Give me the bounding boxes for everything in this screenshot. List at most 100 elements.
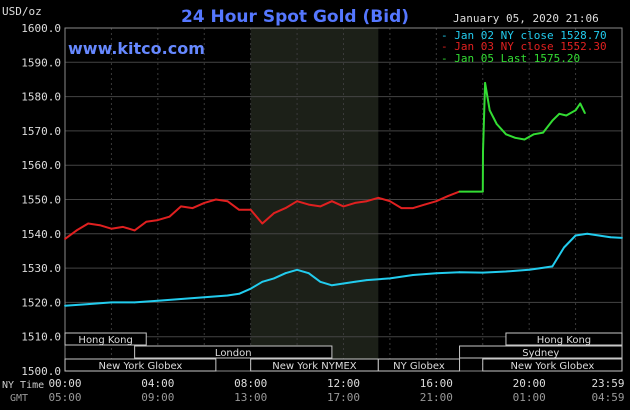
series-point bbox=[412, 274, 414, 276]
series-point bbox=[551, 119, 554, 122]
series-point bbox=[505, 270, 507, 273]
series-point bbox=[586, 232, 589, 235]
session-label: New York NYMEX bbox=[272, 361, 357, 372]
series-point bbox=[331, 200, 333, 203]
session-bar bbox=[482, 358, 623, 372]
series-point bbox=[574, 234, 577, 237]
series-point bbox=[484, 82, 486, 84]
series-point bbox=[389, 277, 391, 280]
series-point bbox=[435, 272, 438, 275]
series-point bbox=[377, 196, 380, 199]
series-point bbox=[191, 207, 194, 210]
legend-label: Jan 03 NY close 1552.30 bbox=[454, 40, 606, 53]
legend-label: Jan 05 Last 1575.20 bbox=[454, 52, 580, 65]
session-label: Hong Kong bbox=[537, 335, 591, 346]
series-point bbox=[331, 284, 333, 287]
series-point bbox=[539, 267, 542, 269]
series-point bbox=[579, 102, 582, 105]
series-point bbox=[528, 268, 531, 271]
series-point bbox=[64, 304, 66, 307]
chart-title: 24 Hour Spot Gold (Bid) bbox=[181, 7, 409, 27]
price-series bbox=[64, 81, 623, 307]
series-point bbox=[565, 114, 568, 117]
vertical-gridlines bbox=[110, 28, 577, 371]
gmt-tick: 17:00 bbox=[327, 391, 360, 404]
session-bar bbox=[377, 358, 461, 372]
session-bar bbox=[459, 345, 623, 359]
series-point bbox=[226, 294, 229, 297]
ny-time-tick: 04:00 bbox=[141, 377, 174, 390]
x-tick-labels: 00:00 04:00 08:00 12:00 16:00 20:00 23:59 05:00… bbox=[48, 377, 624, 404]
series-point bbox=[203, 296, 206, 299]
market-sessions: Hong Kong Hong Kong London Sydney New York G… bbox=[64, 332, 623, 372]
watermark: www.kitco.com bbox=[68, 39, 205, 58]
series-point bbox=[87, 303, 90, 305]
series-point bbox=[122, 226, 124, 228]
series-point bbox=[238, 292, 241, 295]
session-bar bbox=[64, 358, 217, 372]
series-point bbox=[203, 202, 206, 204]
series-point bbox=[156, 299, 159, 302]
series-point bbox=[110, 227, 113, 230]
series-point bbox=[180, 205, 182, 208]
series-point bbox=[514, 136, 517, 139]
series-point bbox=[354, 280, 356, 283]
ny-time-tick: 20:00 bbox=[513, 377, 546, 390]
y-tick-label: 1570.0 bbox=[21, 125, 61, 138]
series-point bbox=[365, 279, 368, 281]
ny-time-tick: 00:00 bbox=[48, 377, 81, 390]
series-point bbox=[238, 208, 241, 211]
series-point bbox=[261, 222, 264, 225]
gmt-tick: 05:00 bbox=[48, 391, 81, 404]
series-point bbox=[319, 280, 322, 283]
series-point bbox=[145, 220, 148, 223]
ny-time-tick: 23:59 bbox=[591, 377, 624, 390]
series-point bbox=[215, 198, 217, 201]
series-point bbox=[523, 138, 526, 141]
series-point bbox=[542, 131, 544, 134]
series-point bbox=[481, 271, 484, 274]
gmt-tick: 21:00 bbox=[420, 391, 453, 404]
series-point bbox=[98, 224, 101, 227]
series-point bbox=[133, 229, 136, 232]
gmt-tick: 01:00 bbox=[513, 391, 546, 404]
session-bar bbox=[134, 345, 333, 359]
session-bar bbox=[505, 332, 623, 346]
session-label: NY Globex bbox=[393, 361, 445, 372]
session-label: Hong Kong bbox=[78, 335, 132, 346]
legend-item-jan02: - Jan 02 NY close 1528.70 bbox=[441, 29, 607, 42]
series-point bbox=[261, 280, 264, 283]
timestamp: January 05, 2020 21:06 bbox=[453, 12, 599, 25]
gmt-label: GMT bbox=[10, 393, 28, 404]
y-tick-label: 1600.0 bbox=[21, 22, 61, 35]
legend-dash: - bbox=[441, 29, 454, 42]
series-point bbox=[389, 200, 391, 203]
series-point bbox=[354, 202, 356, 204]
series-point bbox=[563, 246, 565, 249]
series-point bbox=[574, 109, 577, 112]
series-point bbox=[64, 238, 66, 240]
series-point bbox=[558, 112, 561, 115]
y-tick-label: 1520.0 bbox=[21, 296, 61, 309]
series-point bbox=[249, 287, 252, 290]
series-point bbox=[133, 301, 136, 304]
y-tick-labels: 1600.0 1590.0 1580.0 1570.0 1560.0 1550.0 1540… bbox=[21, 22, 61, 378]
legend-item-jan05: - Jan 05 Last 1575.20 bbox=[441, 52, 580, 65]
series-point bbox=[495, 123, 498, 125]
series-point bbox=[226, 200, 229, 203]
ny-time-tick: 08:00 bbox=[234, 377, 267, 390]
series-point bbox=[458, 190, 461, 193]
y-tick-label: 1560.0 bbox=[21, 159, 61, 172]
series-point bbox=[365, 200, 368, 203]
session-label: New York Globex bbox=[98, 361, 182, 372]
series-point bbox=[597, 234, 600, 237]
series-point bbox=[296, 268, 298, 271]
series-point bbox=[481, 190, 484, 193]
session-bar bbox=[64, 332, 147, 346]
series-point bbox=[249, 208, 252, 211]
y-tick-label: 1500.0 bbox=[21, 365, 61, 378]
y-tick-label: 1530.0 bbox=[21, 262, 61, 275]
y-tick-label: 1510.0 bbox=[21, 331, 61, 344]
series-point bbox=[273, 277, 275, 280]
